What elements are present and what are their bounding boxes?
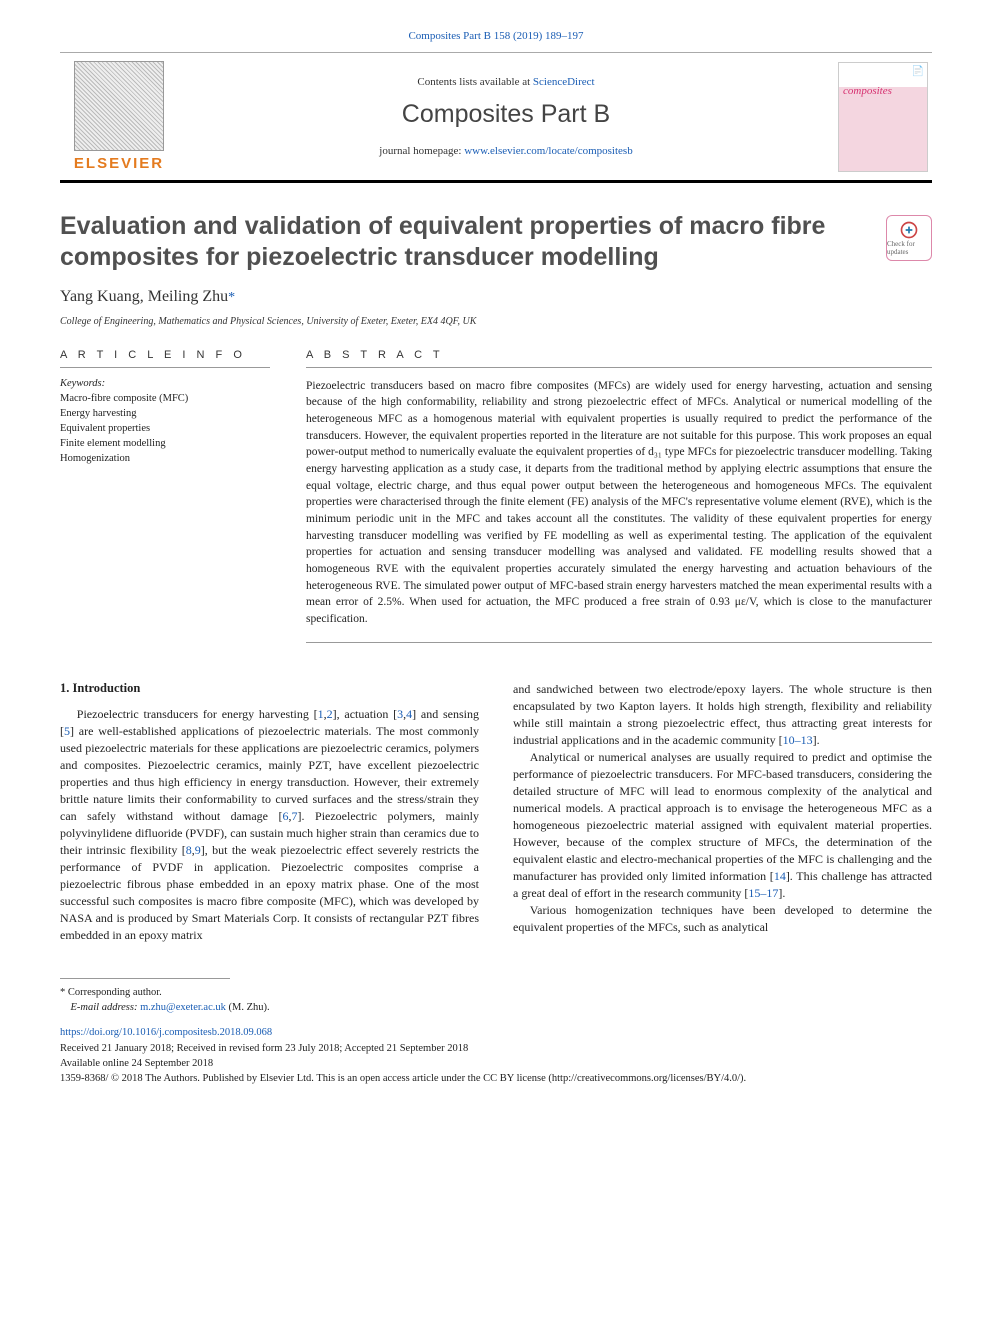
corr-author-label: Corresponding author. (68, 987, 162, 998)
citation-link[interactable]: 6 (283, 809, 289, 823)
check-for-updates-badge[interactable]: Check for updates (886, 215, 932, 261)
body-text-run: ]. (778, 886, 785, 900)
doi-line: https://doi.org/10.1016/j.compositesb.20… (60, 1025, 932, 1040)
citation-link[interactable]: 14 (774, 869, 786, 883)
corresponding-author-marker[interactable]: * (228, 290, 235, 305)
authors-line: Yang Kuang, Meiling Zhu* (60, 288, 932, 306)
divider (60, 367, 270, 368)
journal-header-center: Contents lists available at ScienceDirec… (174, 76, 838, 157)
elsevier-tree-icon (74, 61, 164, 151)
email-name-suffix: (M. Zhu). (226, 1002, 270, 1013)
journal-cover-thumbnail: composites (838, 62, 928, 172)
article-info-column: A R T I C L E I N F O Keywords: Macro-fi… (60, 349, 270, 653)
citation-link[interactable]: 10–13 (783, 733, 813, 747)
cover-brand-text: composites (843, 85, 892, 97)
article-info-label: A R T I C L E I N F O (60, 349, 270, 361)
abstract-text: Piezoelectric transducers based on macro… (306, 378, 932, 628)
corresponding-email-link[interactable]: m.zhu@exeter.ac.uk (140, 1002, 226, 1013)
article-title: Evaluation and validation of equivalent … (60, 211, 860, 274)
citation-link[interactable]: 1 (318, 707, 324, 721)
contents-prefix: Contents lists available at (417, 76, 532, 88)
section-heading-1: 1. Introduction (60, 681, 479, 696)
keyword-item: Homogenization (60, 451, 270, 466)
keyword-item: Finite element modelling (60, 436, 270, 451)
body-paragraph: and sandwiched between two electrode/epo… (513, 681, 932, 936)
citation-link[interactable]: 3 (397, 707, 403, 721)
keyword-item: Equivalent properties (60, 421, 270, 436)
divider (306, 642, 932, 643)
affiliation: College of Engineering, Mathematics and … (60, 316, 932, 327)
info-abstract-row: A R T I C L E I N F O Keywords: Macro-fi… (60, 349, 932, 653)
citation-link[interactable]: 15–17 (748, 886, 778, 900)
email-line: E-mail address: m.zhu@exeter.ac.uk (M. Z… (60, 1000, 932, 1015)
homepage-prefix: journal homepage: (379, 145, 464, 157)
body-text-run: Various homogenization techniques have b… (513, 903, 932, 934)
body-text-run: ]. (813, 733, 820, 747)
body-text-run: ], actuation [ (333, 707, 398, 721)
author-names: Yang Kuang, Meiling Zhu (60, 288, 228, 305)
body-text-run: ], but the weak piezoelectric effect sev… (60, 843, 479, 942)
journal-header: ELSEVIER Contents lists available at Sci… (60, 52, 932, 183)
doi-link[interactable]: https://doi.org/10.1016/j.compositesb.20… (60, 1027, 272, 1038)
email-label: E-mail address: (71, 1002, 138, 1013)
body-column-right: and sandwiched between two electrode/epo… (513, 681, 932, 944)
keyword-item: Macro-fibre composite (MFC) (60, 391, 270, 406)
publisher-name: ELSEVIER (74, 155, 164, 172)
keywords-label: Keywords: (60, 378, 270, 389)
available-online-line: Available online 24 September 2018 (60, 1056, 932, 1071)
keywords-list: Macro-fibre composite (MFC) Energy harve… (60, 391, 270, 467)
footnote-marker: * (60, 987, 68, 998)
abstract-column: A B S T R A C T Piezoelectric transducer… (306, 349, 932, 653)
sciencedirect-link[interactable]: ScienceDirect (533, 76, 595, 88)
citation-link[interactable]: 8 (186, 843, 192, 857)
journal-title: Composites Part B (192, 100, 820, 129)
body-column-left: 1. Introduction Piezoelectric transducer… (60, 681, 479, 944)
journal-homepage-line: journal homepage: www.elsevier.com/locat… (192, 145, 820, 157)
journal-citation: Composites Part B 158 (2019) 189–197 (60, 30, 932, 42)
body-text-run: and sandwiched between two electrode/epo… (513, 682, 932, 747)
body-paragraph: Piezoelectric transducers for energy har… (60, 706, 479, 944)
keyword-item: Energy harvesting (60, 406, 270, 421)
publisher-logo-block: ELSEVIER (64, 61, 174, 172)
journal-homepage-link[interactable]: www.elsevier.com/locate/compositesb (464, 145, 633, 157)
body-two-column: 1. Introduction Piezoelectric transducer… (60, 681, 932, 944)
body-text-run: Analytical or numerical analyses are usu… (513, 750, 932, 883)
copyright-line: 1359-8368/ © 2018 The Authors. Published… (60, 1071, 932, 1086)
footnote-rule (60, 978, 230, 979)
corresponding-author-note: * Corresponding author. (60, 985, 932, 1000)
history-line: Received 21 January 2018; Received in re… (60, 1041, 932, 1056)
divider (306, 367, 932, 368)
contents-available-line: Contents lists available at ScienceDirec… (192, 76, 820, 88)
crossmark-icon (899, 220, 919, 240)
check-updates-label: Check for updates (887, 240, 931, 256)
body-text-run: Piezoelectric transducers for energy har… (77, 707, 318, 721)
article-footer: * Corresponding author. E-mail address: … (60, 978, 932, 1086)
abstract-label: A B S T R A C T (306, 349, 932, 361)
citation-link[interactable]: Composites Part B 158 (2019) 189–197 (408, 30, 583, 42)
